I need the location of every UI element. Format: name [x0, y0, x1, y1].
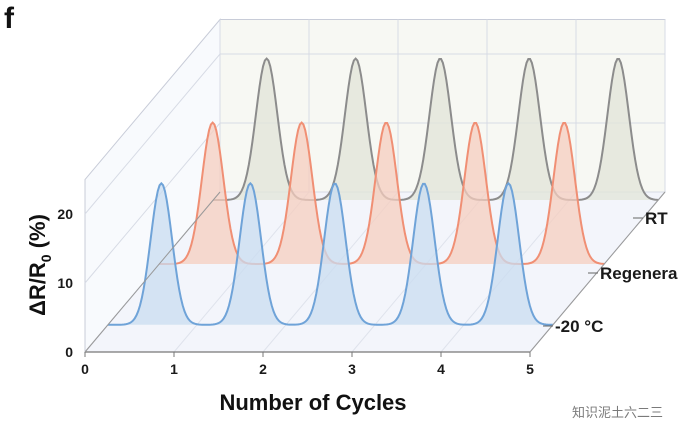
series-label: RT	[645, 209, 668, 228]
chart-labels: 0 1 2 3 4 5 0 10 20 -20 °C Regenera RT	[57, 206, 678, 377]
svg-text:ΔR/R0 (%): ΔR/R0 (%)	[25, 214, 54, 316]
series-group	[107, 57, 659, 326]
watermark-text: 知识泥土六二三	[572, 405, 663, 421]
y-axis-title-sub: 0	[38, 254, 54, 262]
x-axis-title: Number of Cycles	[219, 390, 406, 415]
series-label: Regenera	[600, 264, 678, 283]
y-axis-title-unit: (%)	[25, 214, 50, 254]
depth-axis-line-right	[529, 191, 666, 353]
y-axis-title-main: ΔR/R	[25, 262, 50, 316]
series-line	[159, 121, 605, 265]
x-tick-label: 2	[259, 361, 267, 377]
y-tick-label: 20	[57, 206, 73, 222]
x-tick-label: 0	[81, 361, 89, 377]
grid-line-y	[84, 53, 665, 215]
x-tick-label: 1	[170, 361, 178, 377]
chart-axes	[84, 191, 666, 357]
depth-axis-line	[84, 191, 221, 353]
panel-letter: f	[4, 2, 15, 35]
series-line	[107, 181, 553, 326]
series-line	[213, 57, 659, 201]
y-tick-label: 10	[57, 275, 73, 291]
x-tick-label: 4	[437, 361, 445, 377]
x-tick-label: 3	[348, 361, 356, 377]
y-tick-label: 0	[65, 344, 73, 360]
watermark-backdrop	[560, 398, 698, 426]
x-tick-label: 5	[526, 361, 534, 377]
series-label: -20 °C	[555, 317, 603, 336]
y-axis-title: ΔR/R0 (%)	[25, 214, 54, 316]
